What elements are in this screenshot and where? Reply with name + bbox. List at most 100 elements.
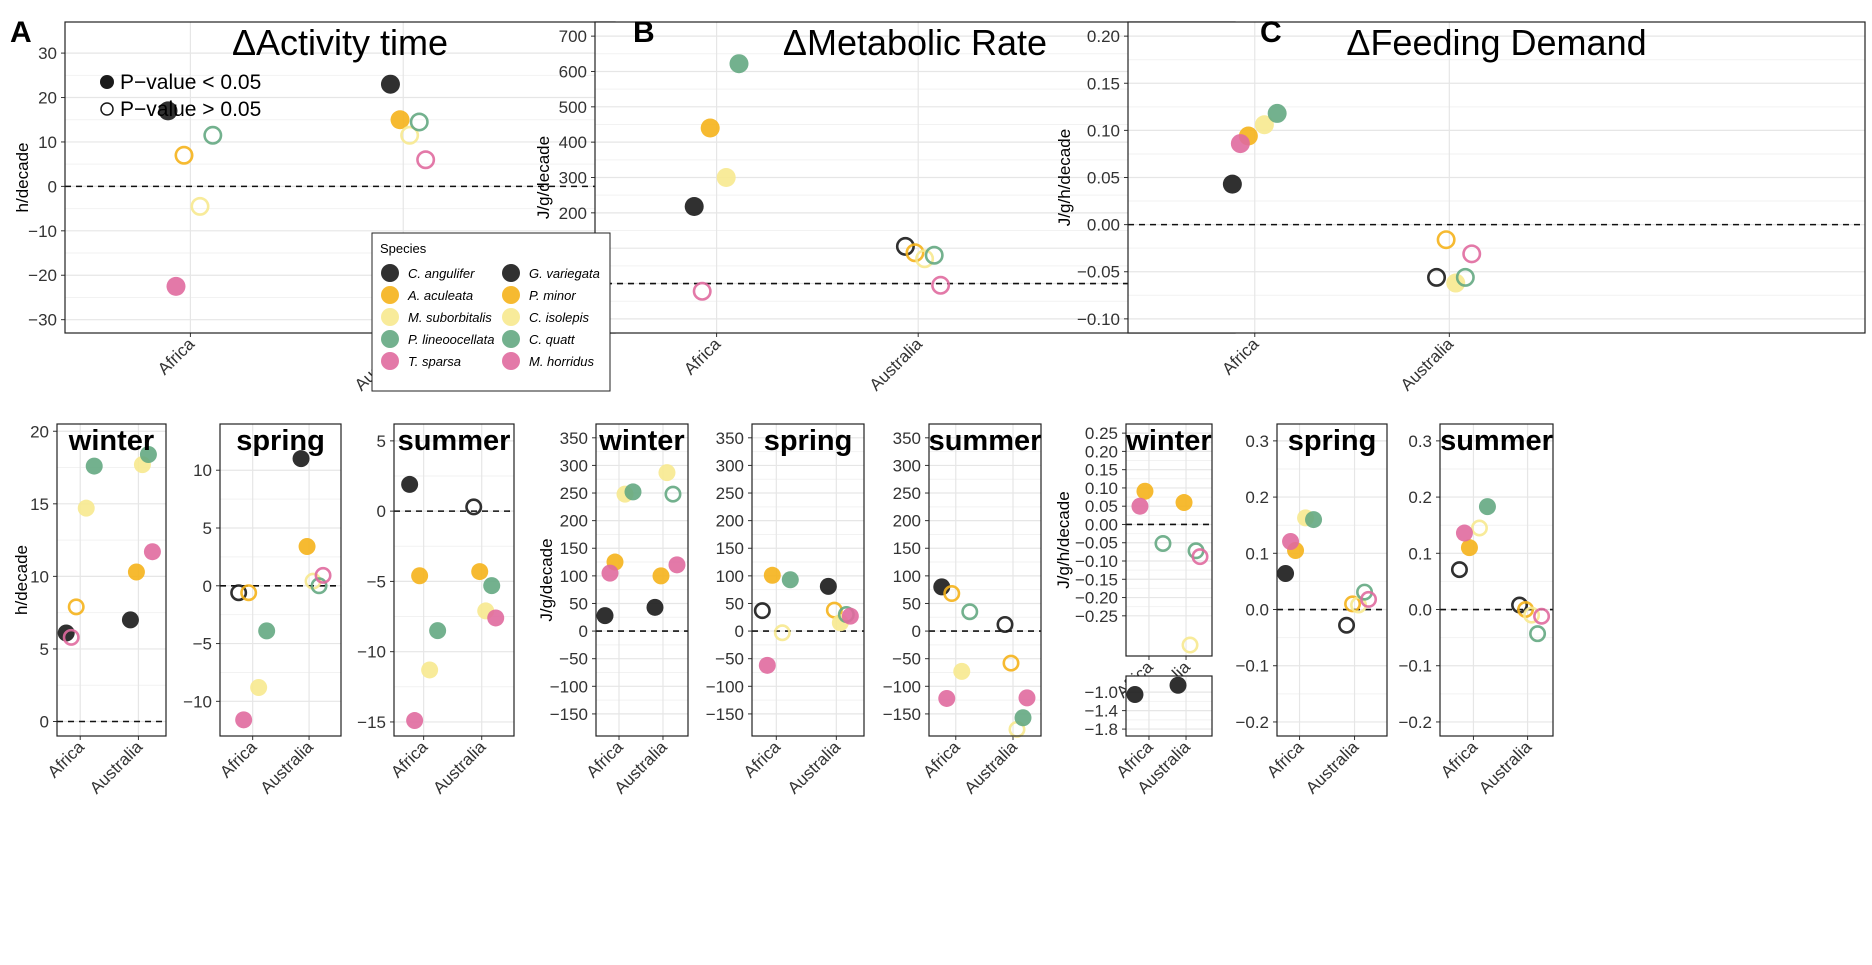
legend-key-p-lineoocellata [381,330,399,348]
x-tick-label-africa: Africa [1437,737,1482,782]
plot-panels: −30−20−100102030AfricaAustraliaΔActivity… [12,21,1866,798]
y-tick-label: −100 [550,677,588,696]
point-c-isolepis-australia [1523,606,1541,624]
point-t-sparsa-africa [235,711,253,729]
y-tick-label: 100 [560,567,588,586]
legend-key-m-horridus [502,352,520,370]
point-c-quatt-australia [924,245,944,265]
point-t-sparsa-africa [938,689,956,707]
y-tick-label: −0.10 [1077,310,1120,329]
point-c-angulifer-africa [1450,561,1468,579]
plot-background [1440,424,1553,736]
species-legend: Species C. angulifer G. variegata A. aculea… [371,232,611,392]
point-p-lineoocellata-africa [258,622,276,640]
y-axis-title: h/decade [13,143,32,213]
legend-key-a-aculeata [381,286,399,304]
plot-background [1277,424,1387,736]
y-tick-label: 350 [893,429,921,448]
legend-label-m-horridus: M. horridus [529,354,595,369]
point-p-lineoocellata-africa [624,483,642,501]
y-tick-label: 0.25 [1085,424,1118,443]
y-tick-label: 500 [559,98,587,117]
season-title-winter: winter [1125,425,1211,457]
y-axis-title: J/g/h/decade [1054,491,1073,588]
y-tick-label: −0.05 [1077,263,1120,282]
point-p-lineoocellata-africa [1154,534,1172,552]
y-tick-label: −150 [883,705,921,724]
x-tick-label-australia: Australia [961,737,1022,798]
y-tick-label: 0 [203,577,212,596]
point-g-variegata-australia [646,598,664,616]
point-p-minor-australia [298,537,316,555]
y-tick-label: 250 [893,484,921,503]
point-g-variegata-australia [1427,267,1447,287]
y-tick-label: 150 [716,539,744,558]
chart-8-b-summer: −150 −100 −50 0 50 100 150 200 250 300 350 AfricaAu… [883,423,1042,798]
y-tick-label: 30 [38,44,57,63]
point-t-sparsa-africa [1131,497,1149,515]
x-tick-label-africa: Africa [1263,737,1308,782]
point-m-horridus-australia [1018,689,1036,707]
panel-title: ΔActivity time [232,22,448,63]
y-tick-label: 0 [40,712,49,731]
point-m-horridus-australia [416,150,436,170]
point-c-quatt-australia [139,445,157,463]
season-title-winter: winter [68,425,154,457]
y-tick-label: −30 [28,311,57,330]
point-a-aculeata-africa [1136,482,1154,500]
y-tick-label: −15 [357,713,386,732]
plot-border [393,423,515,737]
point-c-angulifer-africa [753,602,771,620]
y-tick-label: −1.8 [1084,720,1118,739]
y-tick-label: 0.20 [1085,442,1118,461]
point-a-aculeata-africa [67,598,85,616]
point-c-angulifer-africa [158,101,178,121]
legend-label-c-isolepis: C. isolepis [529,310,589,325]
point-g-variegata-australia [895,236,915,256]
point-m-suborbitalis-africa [77,499,95,517]
point-c-quatt-australia [1455,267,1475,287]
y-tick-label: 20 [30,422,49,441]
legend-key-c-quatt [502,330,520,348]
point-m-suborbitalis-africa [1254,115,1274,135]
point-c-angulifer-africa [401,475,419,493]
y-tick-label: −0.20 [1075,589,1118,608]
pvalue-legend: P−value < 0.05 P−value > 0.05 [100,71,261,121]
point-a-aculeata-africa [943,585,961,603]
y-tick-label: −0.05 [1075,534,1118,553]
y-tick-label: 200 [560,512,588,531]
point-a-aculeata-africa [700,118,720,138]
species-legend-title: Species [380,241,427,256]
point-t-sparsa-africa [758,656,776,674]
y-tick-label: −10 [183,692,212,711]
point-p-lineoocellata-africa [1478,498,1496,516]
point-m-suborbitalis-africa [190,196,210,216]
y-tick-label: 600 [559,62,587,81]
season-title-summer: summer [1440,425,1553,457]
legend-label-m-suborbitalis: M. suborbitalis [408,310,492,325]
point-m-horridus-australia [668,556,686,574]
x-tick-label-australia: Australia [429,737,490,798]
y-tick-label: −50 [715,650,744,669]
y-tick-label: −1.4 [1084,702,1118,721]
y-tick-label: −150 [550,705,588,724]
y-tick-label: 350 [716,429,744,448]
y-tick-label: 0.1 [1245,544,1269,563]
point-g-variegata-australia [819,577,837,595]
x-tick-label-africa: Africa [740,737,785,782]
point-g-variegata-australia [121,611,139,629]
y-tick-label: 200 [716,512,744,531]
y-tick-label: −150 [706,705,744,724]
panel-letter-c: C [1260,16,1282,49]
x-tick-label-africa: Africa [387,737,432,782]
point-p-lineoocellata-africa [85,457,103,475]
y-tick-label: −50 [559,650,588,669]
point-m-suborbitalis-africa [250,678,268,696]
legend-key-m-suborbitalis [381,308,399,326]
plot-border [1125,423,1213,657]
point-m-horridus-australia [1533,607,1551,625]
pvalue-significant-label: P−value < 0.05 [120,71,261,94]
